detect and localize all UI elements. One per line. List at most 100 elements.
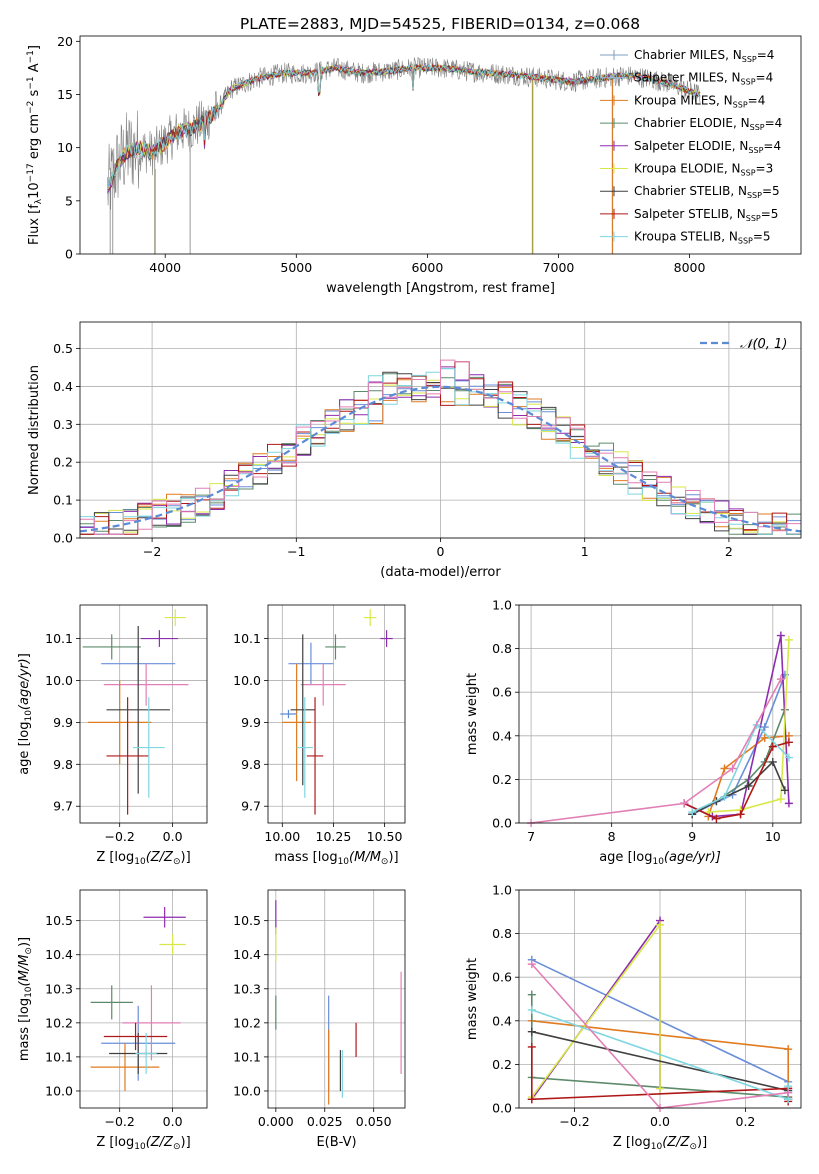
y-axis-label: Flux [fλ10−17 erg cm−2 s−1 A−1] xyxy=(26,45,44,245)
y-axis-label-part: )] xyxy=(17,937,32,947)
x-tick-label: 7 xyxy=(527,829,535,844)
y-tick-label: 0.2 xyxy=(492,1057,512,1072)
y-axis-label-part: ] xyxy=(17,653,32,658)
x-tick-label: 10.50 xyxy=(367,829,403,844)
spectrum-panel: 4000 5000 6000 7000 8000 0 5 10 15 20 wavelength [… xyxy=(26,34,802,296)
x-axis-label-sub: 10 xyxy=(651,1142,663,1152)
mass-weight-marker xyxy=(728,764,737,773)
x-tick-label: 8000 xyxy=(674,260,706,275)
y-tick-label: 9.7 xyxy=(53,799,73,814)
legend-entry-part: =5 xyxy=(762,184,780,198)
mass-weight-series xyxy=(530,678,782,824)
x-tick-label: −0.2 xyxy=(105,1114,135,1129)
error-bar-point xyxy=(122,985,181,1061)
legend-entry-part: =5 xyxy=(753,230,771,244)
x-axis-label-part: (Z/Z xyxy=(662,1135,690,1150)
error-bar-point xyxy=(380,630,393,647)
y-tick-label: 0.3 xyxy=(53,417,73,432)
legend-entry-sub: SSP xyxy=(748,146,763,155)
x-axis-label-part: mass [log xyxy=(274,850,337,865)
x-axis-label: Z [log10(Z/Z⊙)] xyxy=(96,850,190,867)
error-bar-point xyxy=(280,709,297,719)
y-axis-label-part: age [log xyxy=(17,722,32,775)
legend-entry: Kroupa ELODIE, NSSP=3 xyxy=(634,162,773,178)
y-tick-label: 0.4 xyxy=(53,379,73,394)
x-axis-label: age [log10(age/yr)] xyxy=(599,850,721,867)
x-axis-label-part: )] xyxy=(181,1135,191,1150)
x-tick-label: 1 xyxy=(581,544,589,559)
y-axis-label-part: −1 xyxy=(26,76,36,89)
mass-weight-marker xyxy=(780,786,789,795)
x-tick-label: −1 xyxy=(287,544,305,559)
mass-vs-extinction-panel: 0.000 0.025 0.050 10.0 10.1 10.2 10.3 10.4 10.5 E… xyxy=(233,889,406,1150)
y-tick-label: 10.0 xyxy=(233,673,261,688)
y-tick-label: 10.4 xyxy=(233,947,261,962)
y-axis-label-part: Flux [f xyxy=(27,204,42,245)
mass-weight-marker xyxy=(527,1042,536,1051)
mass-weight-marker xyxy=(760,733,769,742)
x-tick-label: 2 xyxy=(725,544,733,559)
y-axis-label-part: 10 xyxy=(27,182,42,199)
histogram-step xyxy=(80,359,801,535)
error-bar-point xyxy=(82,634,141,660)
y-tick-label: 10.1 xyxy=(45,1049,73,1064)
legend-entry: Salpeter STELIB, NSSP=5 xyxy=(634,207,778,223)
y-tick-label: 10.5 xyxy=(233,913,261,928)
legend-entry: Chabrier ELODIE, NSSP=4 xyxy=(634,116,782,132)
mass-weight-marker xyxy=(527,990,536,999)
y-axis-label-part: (age/yr) xyxy=(17,658,32,710)
age-vs-mass-panel: 10.00 10.25 10.50 9.7 9.8 9.9 10.0 10.1 mass [lo… xyxy=(233,604,406,867)
x-axis-label: (data-model)/error xyxy=(380,565,501,580)
y-axis-label-part: λ xyxy=(34,198,44,204)
legend-entry: Chabrier MILES, NSSP=4 xyxy=(634,48,774,64)
legend-entry-part: Chabrier STELIB, N xyxy=(634,184,747,198)
mass-weight-vs-metallicity-panel: −0.2 0.0 0.2 0.0 0.2 0.4 0.6 0.8 1.0 Z [log10(Z/Z… xyxy=(465,883,802,1152)
y-axis-label: mass weight xyxy=(465,958,480,1040)
error-bar-point xyxy=(325,634,346,660)
y-tick-label: 10.1 xyxy=(233,631,261,646)
y-axis-label-part: ] xyxy=(27,45,42,50)
mass-weight-series xyxy=(691,723,790,813)
y-tick-label: 0.2 xyxy=(53,455,73,470)
y-axis-label-part: −17 xyxy=(26,163,36,182)
y-tick-label: 10.1 xyxy=(233,1049,261,1064)
y-tick-label: 15 xyxy=(57,87,73,102)
mass-weight-marker xyxy=(527,1005,536,1014)
error-bar-point xyxy=(164,609,186,626)
x-axis-label: wavelength [Angstrom, rest frame] xyxy=(326,281,555,296)
legend-entry-part: =4 xyxy=(763,139,781,153)
age-vs-metallicity-panel: −0.2 0.09.79.89.910.010.1Z [log10(Z/Z⊙)]a… xyxy=(17,604,208,867)
mass-weight-marker xyxy=(784,635,793,644)
legend-entry: Salpeter ELODIE, NSSP=4 xyxy=(634,139,781,155)
legend-entry-part: Salpeter ELODIE, N xyxy=(634,139,748,153)
x-axis-label-part: (age/yr)] xyxy=(664,850,721,865)
x-tick-label: 4000 xyxy=(149,260,181,275)
y-axis-label: mass weight xyxy=(465,673,480,755)
error-bar-point xyxy=(306,697,324,815)
error-bar-point xyxy=(106,697,149,815)
legend-entry-part: =5 xyxy=(761,207,779,221)
mass-weight-marker xyxy=(656,920,664,929)
error-bar-point xyxy=(296,697,313,798)
mass-weight-marker xyxy=(776,795,785,804)
x-axis-label-sub: 10 xyxy=(652,857,664,867)
y-tick-label: 10 xyxy=(57,140,73,155)
error-bar-point xyxy=(87,680,152,765)
x-axis-label-part: )] xyxy=(388,850,398,865)
y-tick-label: 9.7 xyxy=(241,799,261,814)
x-axis-label-sub: 10 xyxy=(134,1142,146,1152)
y-axis-label-part: (M/M xyxy=(17,955,32,987)
y-tick-label: 0.8 xyxy=(492,641,512,656)
y-tick-label: 10.3 xyxy=(45,981,73,996)
y-tick-label: 0.2 xyxy=(492,772,512,787)
error-bar-point xyxy=(90,1043,160,1091)
plot-frame xyxy=(518,889,802,1109)
x-tick-label: 5000 xyxy=(280,260,312,275)
error-bar-point xyxy=(90,985,133,1020)
error-bar-point xyxy=(159,934,186,955)
error-bar-point xyxy=(300,663,346,706)
mass-weight-marker xyxy=(784,1045,793,1054)
legend-entry-part: =4 xyxy=(757,48,775,62)
y-tick-label: 0.6 xyxy=(492,970,512,985)
